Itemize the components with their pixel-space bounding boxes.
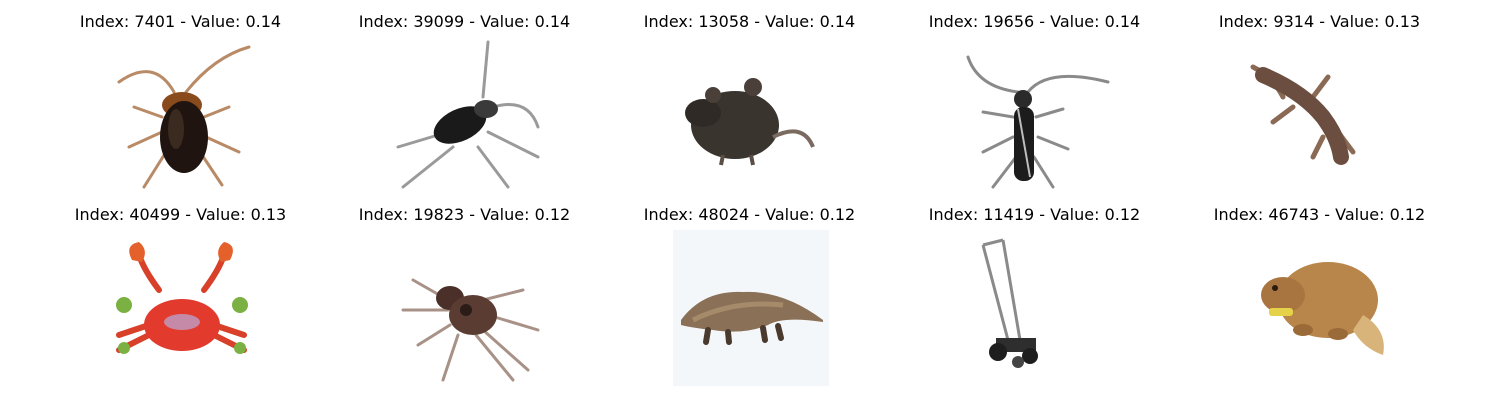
- panel-title: Index: 19823 - Value: 0.12: [358, 205, 571, 224]
- panel-title: Index: 13058 - Value: 0.14: [643, 12, 856, 31]
- image-panel: Index: 19823 - Value: 0.12: [322, 193, 607, 386]
- panel-title: Index: 40499 - Value: 0.13: [74, 205, 287, 224]
- rat-image: [673, 37, 829, 193]
- crab-image: [104, 230, 260, 386]
- panel-title: Index: 11419 - Value: 0.12: [928, 205, 1141, 224]
- image-panel: Index: 46743 - Value: 0.12: [1177, 193, 1462, 386]
- image-panel: Index: 13058 - Value: 0.14: [607, 0, 892, 193]
- image-panel: Index: 9314 - Value: 0.13: [1177, 0, 1462, 193]
- image-panel: Index: 7401 - Value: 0.14: [38, 0, 323, 193]
- image-panel: Index: 48024 - Value: 0.12: [607, 193, 892, 386]
- lizard-image: [1243, 37, 1399, 193]
- longhorn-beetle-image: [958, 37, 1114, 193]
- beaver-image: [1243, 230, 1399, 386]
- panel-title: Index: 19656 - Value: 0.14: [928, 12, 1141, 31]
- anteater-image: [673, 230, 829, 386]
- image-panel: Index: 11419 - Value: 0.12: [892, 193, 1177, 386]
- cockroach-image: [104, 37, 260, 193]
- lawn-mower-image: [958, 230, 1114, 386]
- panel-title: Index: 39099 - Value: 0.14: [358, 12, 571, 31]
- panel-title: Index: 48024 - Value: 0.12: [643, 205, 856, 224]
- panel-title: Index: 7401 - Value: 0.14: [79, 12, 282, 31]
- image-panel: Index: 39099 - Value: 0.14: [322, 0, 607, 193]
- cockroach-grayscale-image: [388, 37, 544, 193]
- spider-image: [388, 230, 544, 386]
- image-panel: Index: 19656 - Value: 0.14: [892, 0, 1177, 193]
- panel-title: Index: 9314 - Value: 0.13: [1218, 12, 1421, 31]
- image-panel: Index: 40499 - Value: 0.13: [38, 193, 323, 386]
- panel-title: Index: 46743 - Value: 0.12: [1213, 205, 1426, 224]
